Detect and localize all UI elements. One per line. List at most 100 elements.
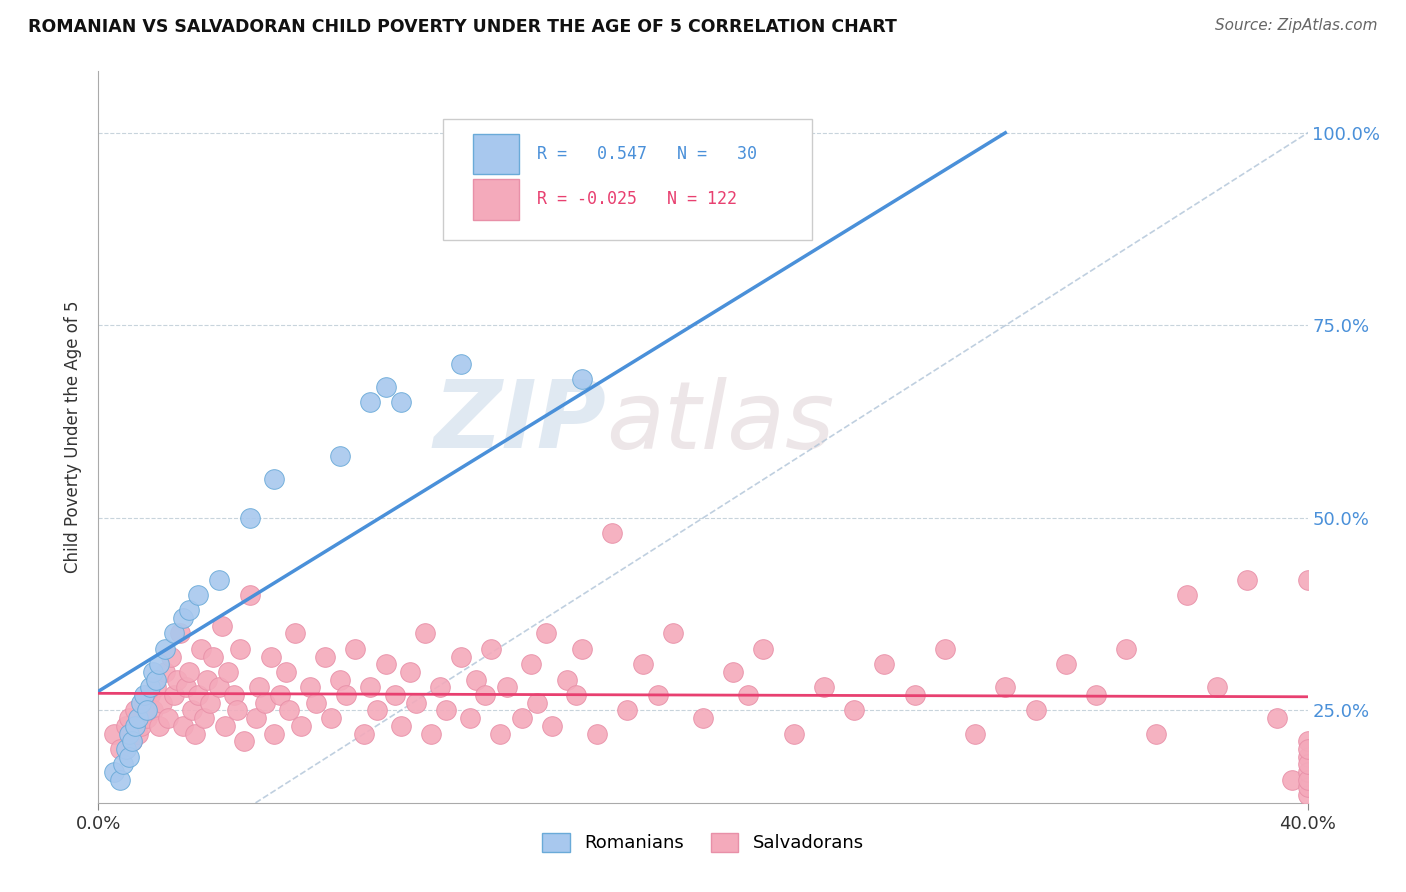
Point (314, 649, 336, 664)
Point (450, 649, 472, 664)
Point (526, 696, 548, 710)
Point (474, 688, 496, 702)
Point (118, 711, 141, 725)
Point (172, 719, 194, 733)
Point (290, 719, 312, 733)
Point (179, 665, 201, 679)
Point (1054, 657, 1077, 672)
Point (565, 688, 588, 702)
Point (160, 649, 183, 664)
Point (148, 719, 170, 733)
Text: ROMANIAN VS SALVADORAN CHILD POVERTY UNDER THE AGE OF 5 CORRELATION CHART: ROMANIAN VS SALVADORAN CHILD POVERTY UND… (28, 18, 897, 36)
Point (127, 711, 149, 725)
Point (245, 711, 267, 725)
Legend: Romanians, Salvadorans: Romanians, Salvadorans (536, 826, 870, 860)
Point (111, 757, 134, 772)
Point (602, 526, 624, 541)
Point (1175, 588, 1198, 602)
Point (127, 726, 149, 740)
Point (263, 726, 285, 740)
Point (366, 703, 388, 717)
Point (1296, 749, 1319, 764)
Point (103, 764, 125, 779)
Point (429, 681, 451, 695)
Point (1296, 772, 1319, 787)
Point (232, 734, 254, 748)
Point (344, 641, 367, 656)
Point (253, 696, 276, 710)
Point (121, 734, 143, 748)
Point (534, 626, 557, 640)
Point (1281, 772, 1303, 787)
Point (190, 641, 212, 656)
Point (1144, 726, 1167, 740)
Point (121, 734, 143, 748)
Point (1115, 641, 1137, 656)
Point (519, 657, 541, 672)
Point (434, 703, 457, 717)
Point (135, 711, 157, 725)
Point (360, 681, 382, 695)
Point (224, 688, 246, 702)
Point (135, 703, 157, 717)
Point (420, 726, 443, 740)
Point (239, 588, 262, 602)
Point (540, 719, 562, 733)
Point (965, 726, 987, 740)
Point (305, 696, 328, 710)
Point (374, 380, 396, 394)
Point (1236, 573, 1258, 587)
Point (329, 673, 352, 687)
Point (179, 603, 201, 617)
Point (208, 573, 231, 587)
Point (873, 657, 896, 672)
FancyBboxPatch shape (443, 119, 811, 240)
Text: ZIP: ZIP (433, 376, 606, 468)
Point (389, 719, 412, 733)
Point (571, 641, 593, 656)
Point (752, 641, 775, 656)
Point (153, 665, 176, 679)
Point (274, 665, 297, 679)
Point (737, 688, 759, 702)
Point (1296, 573, 1319, 587)
Point (586, 726, 609, 740)
Point (360, 395, 382, 409)
Point (1206, 681, 1229, 695)
Point (172, 611, 194, 625)
Point (108, 742, 131, 756)
Point (169, 626, 191, 640)
Point (1296, 764, 1319, 779)
Point (118, 726, 141, 740)
Bar (474, 179, 519, 219)
Text: R = -0.025   N = 122: R = -0.025 N = 122 (537, 190, 737, 209)
Bar (474, 134, 519, 174)
Point (239, 511, 262, 525)
Point (495, 681, 517, 695)
Point (150, 696, 173, 710)
Point (1267, 711, 1289, 725)
Point (142, 703, 165, 717)
Point (616, 703, 638, 717)
Point (398, 665, 420, 679)
Text: Source: ZipAtlas.com: Source: ZipAtlas.com (1215, 18, 1378, 33)
Point (1296, 734, 1319, 748)
Point (994, 681, 1017, 695)
Point (208, 681, 231, 695)
Point (384, 688, 406, 702)
Point (163, 688, 186, 702)
Point (181, 703, 204, 717)
Point (132, 688, 155, 702)
Point (465, 673, 488, 687)
Point (631, 657, 654, 672)
Point (813, 681, 835, 695)
Point (555, 673, 578, 687)
Point (148, 657, 170, 672)
Point (263, 472, 285, 486)
Point (226, 703, 249, 717)
Point (193, 711, 215, 725)
Point (129, 696, 152, 710)
Point (153, 641, 176, 656)
Point (1085, 688, 1108, 702)
Point (139, 688, 162, 702)
